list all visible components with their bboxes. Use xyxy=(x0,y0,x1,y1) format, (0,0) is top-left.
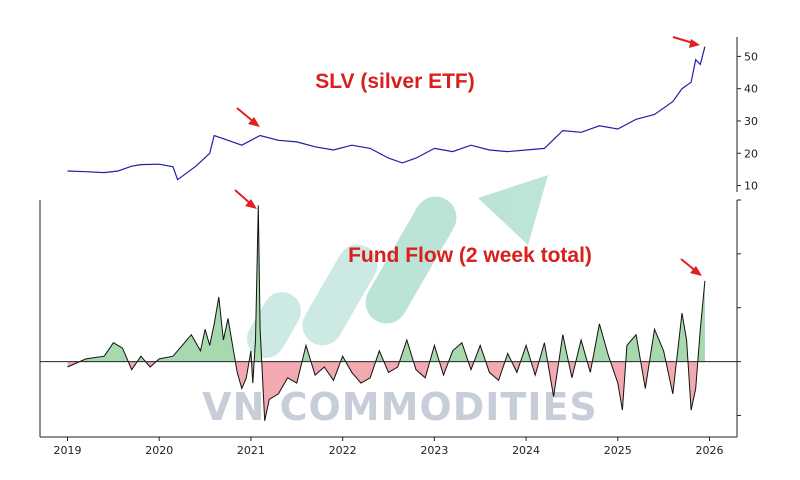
arrow-icon-flow-2021 xyxy=(234,189,257,209)
flow-panel: Fund Flow (2 week total) 2019 2020 2021 202… xyxy=(39,199,741,457)
x-tick-label: 2019 xyxy=(54,444,82,457)
x-tick-label: 2022 xyxy=(329,444,357,457)
price-y-tick-label: 10 xyxy=(744,180,758,193)
watermark-text: VN COMMODITIES xyxy=(202,385,598,429)
price-y-ticks: 10 20 30 40 50 xyxy=(737,50,758,193)
x-tick-label: 2026 xyxy=(695,444,723,457)
price-chart-title: SLV (silver ETF) xyxy=(315,70,474,93)
x-tick-label: 2020 xyxy=(145,444,173,457)
x-tick-label: 2021 xyxy=(237,444,265,457)
arrow-icon-price-2021 xyxy=(236,107,260,127)
flow-chart-title: Fund Flow (2 week total) xyxy=(348,244,592,267)
x-tick-label: 2024 xyxy=(512,444,540,457)
x-tick-label: 2025 xyxy=(604,444,632,457)
price-y-tick-label: 20 xyxy=(744,147,758,160)
x-tick-label: 2023 xyxy=(420,444,448,457)
annotation-arrows xyxy=(234,36,702,276)
price-panel: 10 20 30 40 50 SLV (silver ETF) xyxy=(67,37,758,193)
arrow-icon-price-2026 xyxy=(672,36,700,48)
flow-series-line xyxy=(67,205,706,421)
watermark: VN COMMODITIES xyxy=(202,175,598,429)
price-y-tick-label: 40 xyxy=(744,83,758,96)
price-series-line xyxy=(67,46,706,181)
x-ticks: 2019 2020 2021 2022 2023 2024 2025 2026 xyxy=(54,437,723,457)
price-y-tick-label: 50 xyxy=(744,50,758,63)
arrow-icon-flow-2026 xyxy=(680,258,702,276)
watermark-arrow-icon xyxy=(247,175,548,358)
price-y-tick-label: 30 xyxy=(744,115,758,128)
flow-right-ticks xyxy=(737,199,741,416)
